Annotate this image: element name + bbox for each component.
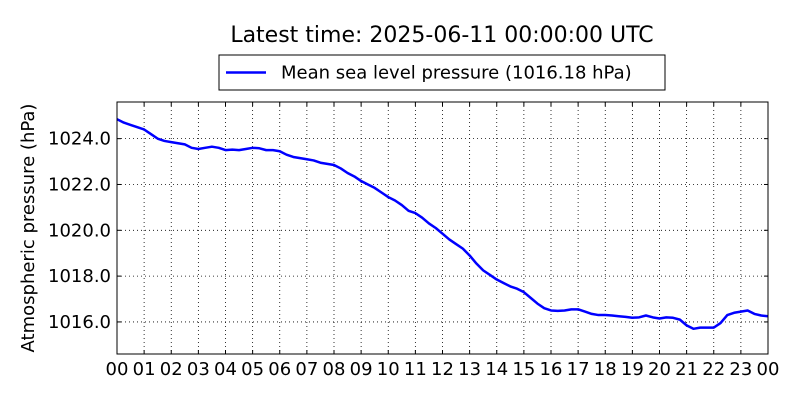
x-tick-label: 14: [485, 359, 508, 380]
y-axis-tick-labels: 1016.0 1018.0 1020.0 1022.0 1024.0: [48, 129, 111, 333]
x-tick-label: 22: [702, 359, 725, 380]
y-tick-label: 1020.0: [48, 220, 111, 241]
x-tick-label: 17: [567, 359, 590, 380]
x-tick-label: 02: [160, 359, 183, 380]
x-tick-label: 01: [133, 359, 156, 380]
x-tick-label: 07: [295, 359, 318, 380]
x-tick-label: 00: [757, 359, 780, 380]
y-tick-label: 1022.0: [48, 174, 111, 195]
series-layer: [116, 118, 769, 331]
y-tick-label: 1018.0: [48, 266, 111, 287]
x-tick-label: 06: [268, 359, 291, 380]
legend-label: Mean sea level pressure (1016.18 hPa): [281, 63, 632, 84]
series-line-mean-sea-level-pressure: [116, 118, 769, 331]
x-tick-label: 15: [512, 359, 535, 380]
y-tick-label: 1024.0: [48, 129, 111, 150]
x-tick-label: 00: [106, 359, 129, 380]
legend: Mean sea level pressure (1016.18 hPa): [218, 54, 666, 91]
x-tick-label: 19: [621, 359, 644, 380]
legend-box: [218, 54, 666, 91]
y-axis-label: Atmospheric pressure (hPa): [18, 104, 39, 353]
x-axis-tick-labels: 00 01 02 03 04 05 06 07 08 09 10 11 12 13 14 15 16 17 18 19…: [106, 359, 780, 380]
x-tick-label: 18: [594, 359, 617, 380]
y-tick-label: 1016.0: [48, 312, 111, 333]
x-tick-label: 12: [431, 359, 454, 380]
x-tick-label: 08: [323, 359, 346, 380]
chart-title: Latest time: 2025-06-11 00:00:00 UTC: [230, 23, 653, 48]
x-tick-label: 05: [241, 359, 264, 380]
x-tick-label: 23: [729, 359, 752, 380]
x-tick-label: 10: [377, 359, 400, 380]
x-tick-label: 09: [350, 359, 373, 380]
x-tick-label: 21: [675, 359, 698, 380]
x-tick-label: 13: [458, 359, 481, 380]
x-tick-label: 03: [187, 359, 210, 380]
grid: [117, 102, 768, 354]
x-tick-label: 20: [648, 359, 671, 380]
x-tick-label: 04: [214, 359, 237, 380]
x-tick-label: 11: [404, 359, 427, 380]
x-tick-label: 16: [540, 359, 563, 380]
axis-ticks: [116, 102, 769, 354]
plot-area-frame: [116, 101, 769, 355]
